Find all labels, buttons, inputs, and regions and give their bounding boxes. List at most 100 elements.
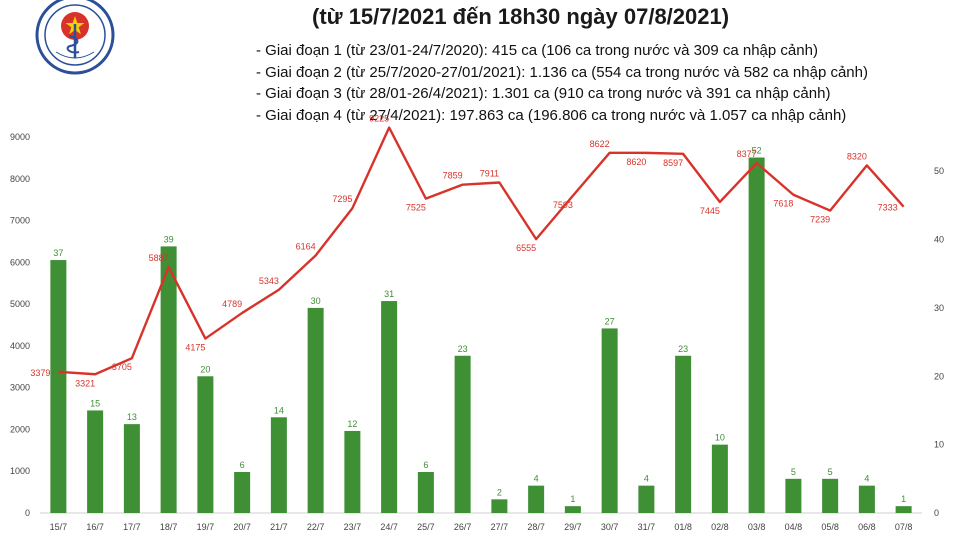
x-tick-16/7: 16/7	[86, 522, 104, 532]
bar-25/7	[417, 471, 434, 513]
x-tick-02/8: 02/8	[711, 522, 729, 532]
bar-21/7	[270, 417, 287, 513]
bar-04/8	[785, 478, 802, 513]
x-tick-17/7: 17/7	[123, 522, 141, 532]
bar-16/7	[87, 410, 104, 513]
line-label-04/8: 7618	[773, 199, 793, 209]
line-label-03/8: 8377	[737, 149, 757, 159]
line-label-25/7: 7525	[406, 203, 426, 213]
y-left-tick-5: 5000	[10, 299, 30, 309]
y-left-tick-6: 6000	[10, 257, 30, 267]
bar-18/7	[160, 246, 177, 513]
bar-15/7	[50, 260, 67, 513]
bar-label-27/7: 2	[497, 487, 502, 497]
line-label-20/7: 4789	[222, 299, 242, 309]
bar-label-18/7: 39	[164, 234, 174, 244]
bar-06/8	[858, 485, 875, 513]
x-tick-03/8: 03/8	[748, 522, 766, 532]
bar-label-21/7: 14	[274, 405, 284, 415]
bar-27/7	[491, 499, 508, 513]
line-label-26/7: 7859	[443, 171, 463, 181]
x-tick-28/7: 28/7	[527, 522, 545, 532]
x-tick-07/8: 07/8	[895, 522, 913, 532]
bar-07/8	[895, 506, 912, 513]
x-tick-15/7: 15/7	[50, 522, 68, 532]
bar-03/8	[748, 157, 765, 513]
stage-1-text: - Giai đoạn 1 (từ 23/01-24/7/2020): 415 …	[256, 42, 818, 59]
x-tick-18/7: 18/7	[160, 522, 178, 532]
y-left-tick-4: 4000	[10, 341, 30, 351]
x-tick-04/8: 04/8	[785, 522, 803, 532]
line-label-28/7: 6555	[516, 243, 536, 253]
x-tick-20/7: 20/7	[233, 522, 251, 532]
bar-label-23/7: 12	[347, 419, 357, 429]
bar-label-02/8: 10	[715, 433, 725, 443]
x-tick-23/7: 23/7	[344, 522, 362, 532]
y-left-tick-2: 2000	[10, 424, 30, 434]
bar-28/7	[528, 485, 545, 513]
y-left-tick-9: 9000	[10, 132, 30, 142]
bar-label-07/8: 1	[901, 494, 906, 504]
bar-label-22/7: 30	[311, 296, 321, 306]
line-label-29/7: 7593	[553, 200, 573, 210]
bar-20/7	[234, 471, 251, 513]
x-tick-30/7: 30/7	[601, 522, 619, 532]
y-right-tick-1: 10	[934, 440, 944, 450]
line-label-27/7: 7911	[480, 168, 499, 178]
y-left-tick-8: 8000	[10, 174, 30, 184]
ministry-of-health-logo	[35, 0, 115, 75]
chart-title-line2: (từ 15/7/2021 đến 18h30 ngày 07/8/2021)	[312, 4, 730, 29]
x-tick-22/7: 22/7	[307, 522, 325, 532]
line-label-30/7: 8622	[590, 139, 610, 149]
stage-4-text: - Giai đoạn 4 (từ 27/4/2021): 197.863 ca…	[256, 106, 847, 124]
bar-label-05/8: 5	[828, 467, 833, 477]
y-right-tick-3: 30	[934, 303, 944, 313]
x-tick-05/8: 05/8	[821, 522, 839, 532]
bar-label-28/7: 4	[534, 474, 539, 484]
line-label-21/7: 5343	[259, 276, 279, 286]
line-series	[58, 126, 905, 376]
bar-label-01/8: 23	[678, 344, 688, 354]
line-label-07/8: 7333	[878, 203, 898, 213]
y-right-tick-0: 0	[934, 508, 939, 518]
line-label-18/7: 5887	[149, 253, 169, 263]
line-label-31/7: 8620	[626, 157, 646, 167]
y-right-tick-5: 50	[934, 166, 944, 176]
y-left-tick-7: 7000	[10, 216, 30, 226]
bar-24/7	[381, 301, 398, 513]
line-label-17/7: 3705	[112, 362, 132, 372]
line-label-23/7: 7295	[332, 194, 352, 204]
line-label-01/8: 8597	[663, 158, 683, 168]
bar-label-20/7: 6	[240, 460, 245, 470]
x-tick-31/7: 31/7	[638, 522, 656, 532]
line-label-22/7: 6164	[296, 241, 316, 251]
line-label-19/7: 4175	[185, 343, 205, 353]
x-tick-24/7: 24/7	[380, 522, 398, 532]
bar-label-06/8: 4	[864, 474, 869, 484]
x-tick-19/7: 19/7	[197, 522, 215, 532]
bar-26/7	[454, 355, 471, 513]
y-left-tick-1: 1000	[10, 466, 30, 476]
x-tick-25/7: 25/7	[417, 522, 435, 532]
bar-label-30/7: 27	[605, 316, 615, 326]
bar-label-25/7: 6	[423, 460, 428, 470]
bar-label-15/7: 37	[53, 248, 63, 258]
bar-label-04/8: 5	[791, 467, 796, 477]
bar-label-29/7: 1	[570, 494, 575, 504]
x-tick-01/8: 01/8	[674, 522, 692, 532]
bar-label-24/7: 31	[384, 289, 394, 299]
bar-01/8	[675, 355, 692, 513]
line-label-24/7: 9225	[369, 114, 389, 124]
line-label-16/7: 3321	[75, 378, 95, 388]
y-right-tick-4: 40	[934, 235, 944, 245]
bar-31/7	[638, 485, 655, 513]
stage-3-text: - Giai đoạn 3 (từ 28/01-26/4/2021): 1.30…	[256, 85, 831, 102]
bar-23/7	[344, 430, 361, 513]
stage-2-text: - Giai đoạn 2 (từ 25/7/2020-27/01/2021):…	[256, 63, 868, 81]
y-right-tick-2: 20	[934, 371, 944, 381]
line-label-05/8: 7239	[810, 215, 830, 225]
bar-17/7	[123, 424, 140, 513]
bar-label-19/7: 20	[200, 364, 210, 374]
y-left-tick-0: 0	[25, 508, 30, 518]
